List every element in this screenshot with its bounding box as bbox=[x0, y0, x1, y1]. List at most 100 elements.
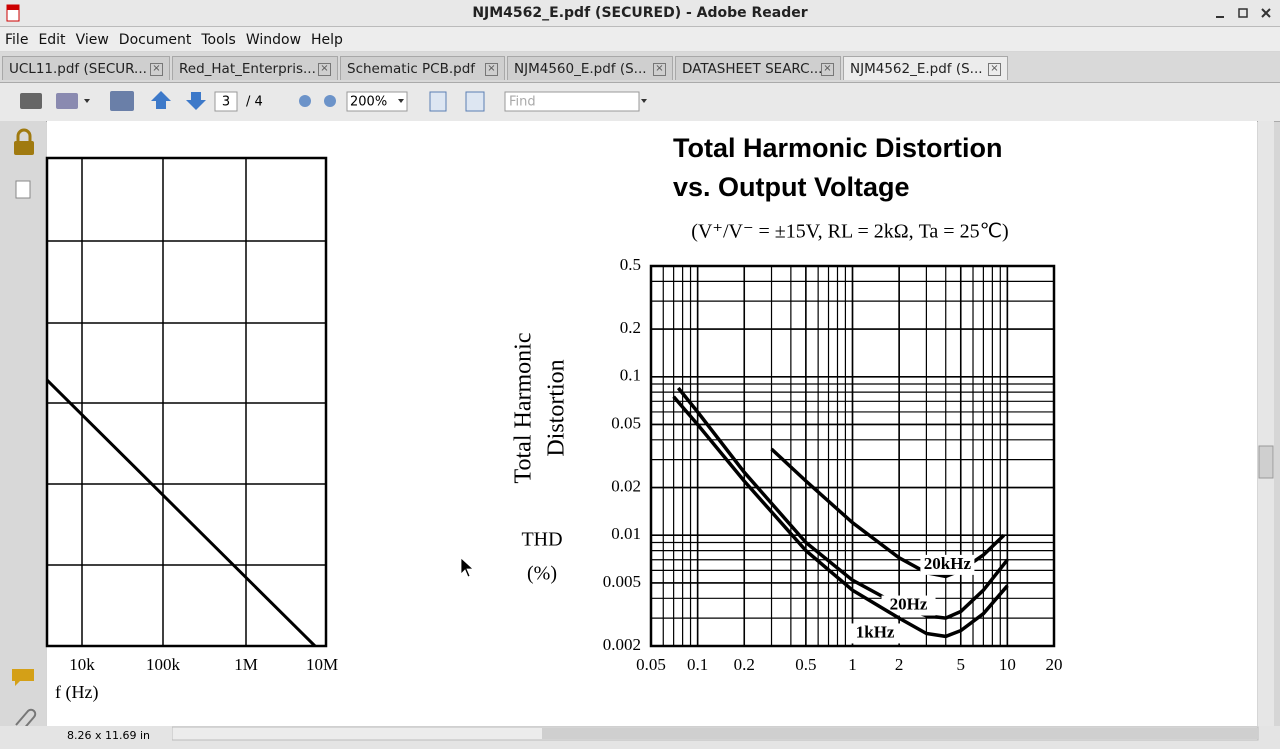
tab[interactable]: Schematic PCB.pdf × bbox=[340, 56, 505, 80]
tab[interactable]: NJM4560_E.pdf (S... × bbox=[507, 56, 673, 80]
fit-width[interactable] bbox=[429, 91, 447, 112]
tab-close[interactable]: × bbox=[821, 63, 834, 76]
curve-label: 20Hz bbox=[890, 594, 928, 613]
left-plot-frame bbox=[45, 156, 328, 648]
tab-label: Schematic PCB.pdf bbox=[347, 61, 476, 77]
find-box[interactable] bbox=[504, 91, 640, 112]
x-tick-label: 2 bbox=[895, 655, 904, 674]
y-tick-label: 0.002 bbox=[603, 635, 641, 654]
left-curve bbox=[45, 378, 317, 648]
toolbar: 3 / 4 200% Find bbox=[0, 83, 1280, 122]
y-tick-label: 0.1 bbox=[620, 366, 641, 385]
y-axis-unit: THD bbox=[521, 529, 562, 551]
x-tick-label: 20 bbox=[1046, 655, 1063, 674]
toolbar-icons: 3 / 4 200% Find bbox=[20, 91, 647, 112]
security-icon[interactable] bbox=[14, 141, 34, 155]
tab-label: NJM4560_E.pdf (S... bbox=[514, 61, 647, 77]
y-tick-label: 0.2 bbox=[620, 318, 641, 337]
attachments-icon[interactable] bbox=[15, 708, 37, 732]
menu-item[interactable]: Tools bbox=[201, 32, 236, 48]
app-icon bbox=[6, 4, 20, 22]
chart-conditions: (V⁺/V⁻ = ±15V, RL = 2kΩ, Ta = 25℃) bbox=[691, 221, 1008, 243]
curve-label-bg bbox=[848, 623, 903, 644]
side-panel bbox=[0, 121, 46, 727]
y-tick-label: 0.01 bbox=[611, 524, 641, 543]
mouse-cursor bbox=[460, 557, 475, 578]
tab[interactable]: NJM4562_E.pdf (S... × bbox=[843, 56, 1008, 80]
menu-item[interactable]: View bbox=[75, 32, 109, 48]
pages-icon[interactable] bbox=[15, 180, 31, 199]
tab[interactable]: DATASHEET SEARC... × bbox=[675, 56, 841, 80]
y-tick-label: 0.005 bbox=[603, 572, 641, 591]
tab-bar: UCL11.pdf (SECUR... × Red_Hat_Enterpris...… bbox=[0, 52, 1280, 83]
title-bar: NJM4562_E.pdf (SECURED) - Adobe Reader bbox=[0, 0, 1280, 27]
menu-item[interactable]: Edit bbox=[38, 32, 66, 48]
vertical-scrollbar[interactable] bbox=[1258, 121, 1274, 727]
curve-label-bg bbox=[881, 595, 936, 616]
tab-close[interactable]: × bbox=[988, 63, 1001, 76]
comments-icon[interactable] bbox=[12, 669, 34, 686]
menu-item[interactable]: Window bbox=[245, 32, 302, 48]
x-tick-label: 1 bbox=[848, 655, 857, 674]
plot-frame bbox=[649, 264, 1056, 648]
tab[interactable]: Red_Hat_Enterpris... × bbox=[172, 56, 338, 80]
page-input[interactable] bbox=[214, 91, 238, 112]
status-bar: 8.26 x 11.69 in bbox=[0, 726, 1280, 749]
tab[interactable]: UCL11.pdf (SECUR... × bbox=[2, 56, 170, 80]
left-x-tick-label: 1M bbox=[234, 655, 258, 674]
document-area: 10k 100k 1M 10M f (Hz) Total Harmonic Distort… bbox=[0, 121, 1280, 732]
document-view: 10k 100k 1M 10M f (Hz) Total Harmonic Distort… bbox=[0, 121, 1274, 732]
x-tick-label: 0.2 bbox=[734, 655, 755, 674]
share-button[interactable] bbox=[56, 93, 78, 109]
print-button[interactable] bbox=[20, 93, 42, 109]
zoom-in[interactable] bbox=[324, 95, 336, 107]
tab-close[interactable]: × bbox=[150, 63, 163, 76]
zoom-out[interactable] bbox=[299, 95, 311, 107]
menu-item[interactable]: Help bbox=[311, 32, 343, 48]
curve-label: 1kHz bbox=[856, 622, 895, 641]
find-placeholder: Find bbox=[509, 95, 536, 110]
zoom-value: 200% bbox=[350, 95, 387, 110]
tab-label: UCL11.pdf (SECUR... bbox=[9, 61, 147, 77]
menu-item[interactable]: File bbox=[5, 32, 29, 48]
tab-close[interactable]: × bbox=[485, 63, 498, 76]
x-tick-label: 0.1 bbox=[687, 655, 708, 674]
tab-label: NJM4562_E.pdf (S... bbox=[850, 61, 983, 77]
x-tick-label: 5 bbox=[957, 655, 966, 674]
y-axis-unit: (%) bbox=[527, 563, 557, 585]
scroll-thumb[interactable] bbox=[1258, 445, 1274, 479]
page-size: 8.26 x 11.69 in bbox=[67, 729, 151, 742]
prev-page[interactable] bbox=[151, 91, 171, 109]
left-x-tick-label: 10M bbox=[306, 655, 338, 674]
x-tick-label: 10 bbox=[999, 655, 1016, 674]
curve-label-bg bbox=[920, 554, 975, 575]
chart-title: Total Harmonic Distortion bbox=[673, 133, 1003, 163]
page-number: 3 bbox=[222, 95, 230, 110]
left-x-tick-label: 10k bbox=[69, 655, 95, 674]
y-axis-label: Total Harmonic bbox=[511, 333, 537, 484]
x-tick-label: 0.5 bbox=[795, 655, 816, 674]
fit-page[interactable] bbox=[465, 91, 485, 112]
chart-title: vs. Output Voltage bbox=[673, 172, 910, 202]
tab-close[interactable]: × bbox=[318, 63, 331, 76]
next-page[interactable] bbox=[186, 92, 206, 110]
tab-label: DATASHEET SEARC... bbox=[682, 61, 823, 77]
left-x-label: f (Hz) bbox=[55, 682, 98, 703]
tab-label: Red_Hat_Enterpris... bbox=[179, 61, 316, 77]
review-button[interactable] bbox=[110, 91, 134, 111]
zoom-input[interactable] bbox=[346, 91, 408, 112]
tab-close[interactable]: × bbox=[653, 63, 666, 76]
y-tick-label: 0.05 bbox=[611, 413, 641, 432]
thd-curve bbox=[672, 395, 1009, 639]
x-tick-label: 0.05 bbox=[636, 655, 666, 674]
horizontal-scrollbar[interactable] bbox=[172, 726, 1272, 742]
window-title: NJM4562_E.pdf (SECURED) - Adobe Reader bbox=[472, 5, 808, 21]
menu-bar: File Edit View Document Tools Window Help bbox=[0, 27, 1280, 51]
page-count: / 4 bbox=[246, 95, 263, 110]
y-axis-label: Distortion bbox=[544, 359, 570, 456]
curve-label: 20kHz bbox=[924, 554, 972, 573]
window-controls[interactable] bbox=[1210, 5, 1276, 21]
menu-item[interactable]: Document bbox=[118, 32, 192, 48]
y-tick-label: 0.02 bbox=[611, 476, 641, 495]
